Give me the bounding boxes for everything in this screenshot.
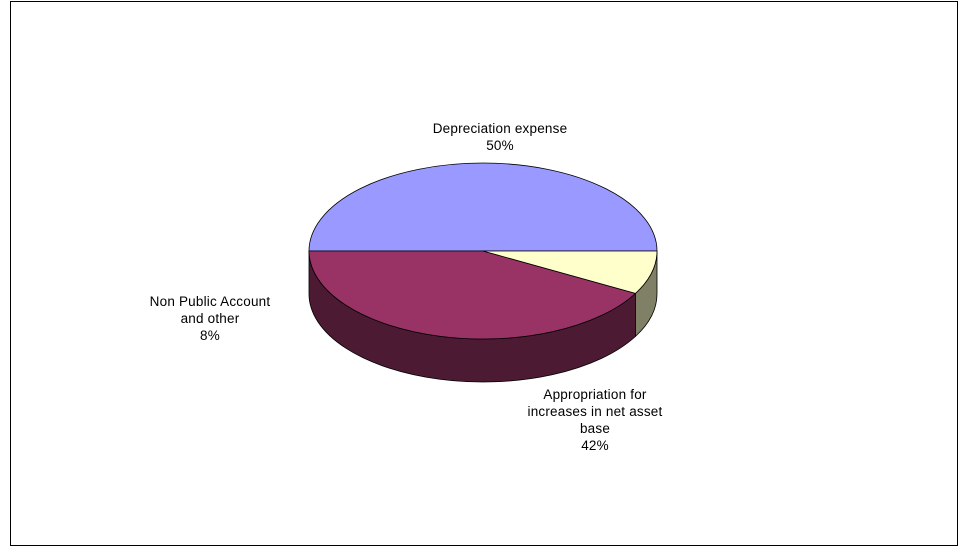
pie-slice — [308, 162, 658, 252]
slice-label-line: Non Public Account — [149, 294, 271, 309]
slice-label-line: base — [579, 421, 611, 436]
slice-label-line: and other — [180, 311, 240, 326]
pie-slice — [308, 250, 637, 340]
slice-percent: 8% — [200, 328, 220, 343]
slice-label-appropriation: Appropriation for increases in net asset… — [485, 386, 705, 454]
slice-label-non-public-account: Non Public Account and other 8% — [110, 293, 310, 344]
slice-label-line: Appropriation for — [543, 387, 647, 402]
slice-percent: 42% — [581, 438, 609, 453]
pie-slice — [482, 250, 658, 294]
slice-label-line: Depreciation expense — [432, 121, 568, 136]
slice-label-line: increases in net asset — [527, 404, 663, 419]
slice-label-depreciation-expense: Depreciation expense 50% — [375, 120, 625, 154]
slice-percent: 50% — [486, 138, 514, 153]
